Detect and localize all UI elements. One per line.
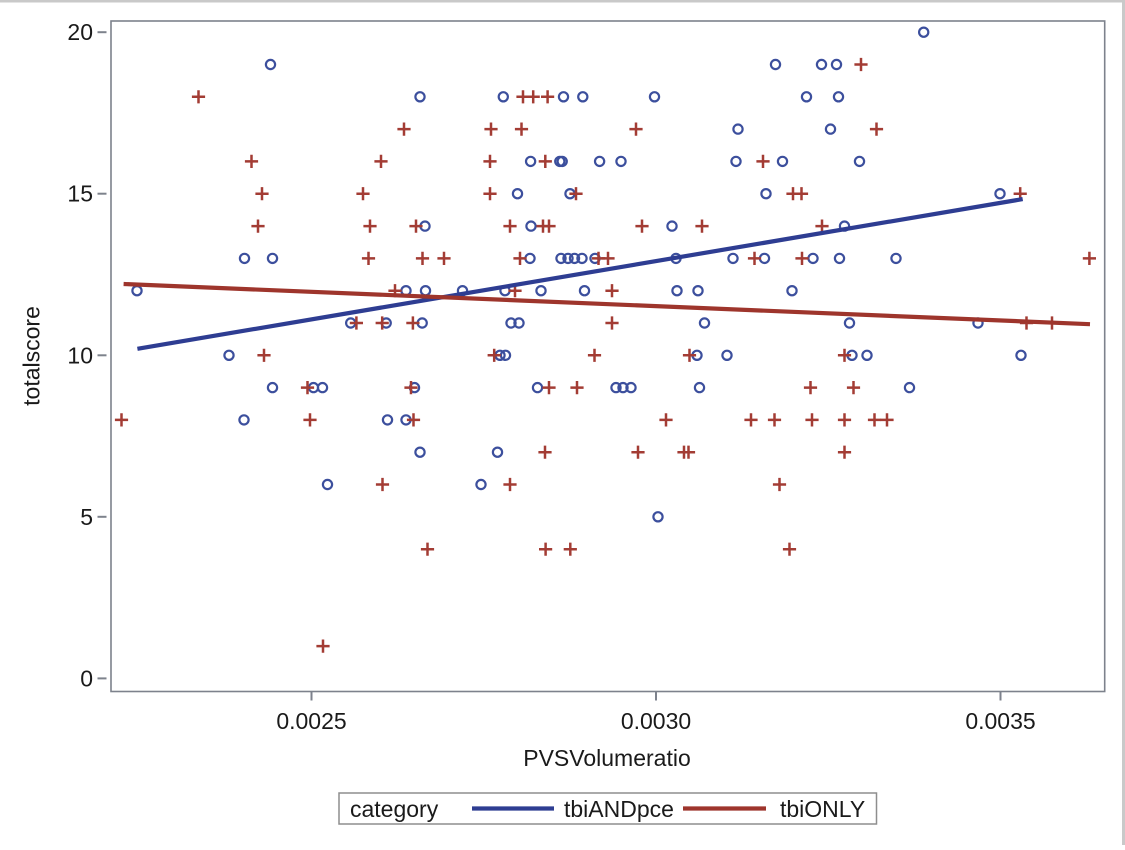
svg-text:5: 5 — [80, 504, 93, 530]
svg-text:category: category — [350, 796, 439, 822]
svg-text:0.0035: 0.0035 — [965, 708, 1035, 734]
svg-text:0.0025: 0.0025 — [276, 708, 346, 734]
svg-text:10: 10 — [67, 342, 93, 368]
svg-text:totalscore: totalscore — [19, 306, 45, 406]
svg-text:15: 15 — [67, 181, 93, 207]
svg-text:tbiANDpce: tbiANDpce — [564, 796, 674, 822]
svg-text:0.0030: 0.0030 — [621, 708, 691, 734]
svg-text:20: 20 — [67, 19, 93, 45]
svg-text:PVSVolumeratio: PVSVolumeratio — [523, 745, 690, 771]
svg-text:0: 0 — [80, 665, 93, 691]
svg-text:tbiONLY: tbiONLY — [780, 796, 865, 822]
